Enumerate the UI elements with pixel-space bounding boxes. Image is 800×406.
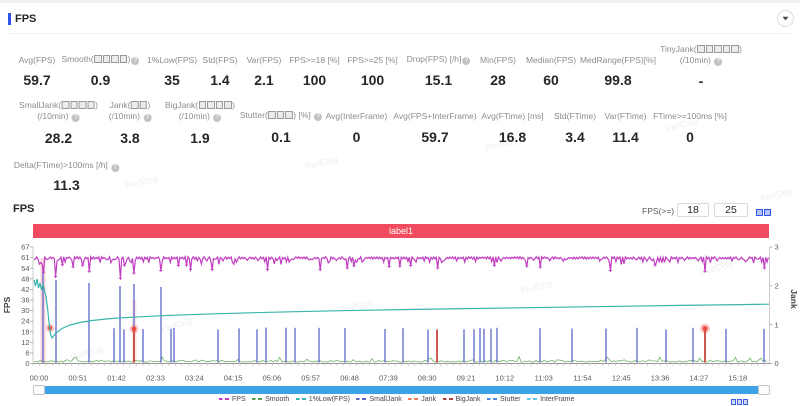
- svg-text:11:54: 11:54: [573, 374, 591, 383]
- svg-text:08:30: 08:30: [418, 374, 437, 383]
- svg-text:2: 2: [775, 281, 779, 290]
- svg-text:label1: label1: [389, 226, 413, 236]
- svg-text:13:36: 13:36: [651, 374, 670, 383]
- svg-text:Jank: Jank: [789, 289, 799, 309]
- svg-text:6: 6: [25, 349, 29, 358]
- svg-text:11:03: 11:03: [535, 374, 553, 383]
- svg-text:00:00: 00:00: [30, 374, 49, 383]
- svg-text:1: 1: [775, 320, 779, 329]
- svg-text:03:24: 03:24: [185, 374, 204, 383]
- svg-text:05:06: 05:06: [263, 374, 282, 383]
- svg-text:67: 67: [21, 243, 29, 252]
- svg-text:10:12: 10:12: [495, 374, 514, 383]
- svg-text:04:15: 04:15: [224, 374, 243, 383]
- svg-text:09:21: 09:21: [457, 374, 476, 383]
- svg-text:07:39: 07:39: [379, 374, 398, 383]
- svg-text:0: 0: [25, 359, 29, 368]
- svg-text:48: 48: [21, 274, 29, 283]
- svg-text:12: 12: [21, 338, 29, 347]
- svg-text:24: 24: [21, 317, 29, 326]
- svg-text:02:33: 02:33: [146, 374, 165, 383]
- svg-text:61: 61: [21, 253, 29, 262]
- svg-text:05:57: 05:57: [301, 374, 320, 383]
- svg-text:12:45: 12:45: [612, 374, 631, 383]
- svg-text:00:51: 00:51: [68, 374, 87, 383]
- svg-text:15:18: 15:18: [728, 374, 747, 383]
- svg-text:54: 54: [21, 264, 29, 273]
- svg-text:FPS: FPS: [2, 296, 12, 313]
- svg-text:18: 18: [21, 327, 29, 336]
- svg-text:30: 30: [21, 306, 29, 315]
- svg-text:42: 42: [21, 285, 29, 294]
- svg-text:36: 36: [21, 296, 29, 305]
- svg-text:01:42: 01:42: [107, 374, 126, 383]
- svg-text:06:48: 06:48: [340, 374, 359, 383]
- svg-text:3: 3: [775, 243, 779, 252]
- svg-text:0: 0: [775, 359, 779, 368]
- svg-text:14:27: 14:27: [690, 374, 709, 383]
